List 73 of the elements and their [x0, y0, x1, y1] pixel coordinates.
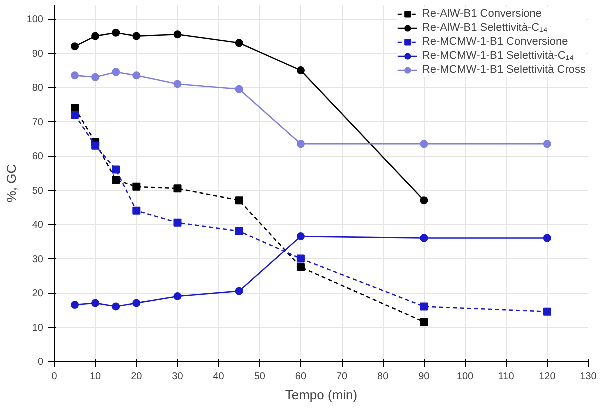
point: [112, 176, 120, 184]
x-tick-label: 100: [456, 372, 474, 382]
point: [296, 263, 305, 272]
x-tick-label: 20: [131, 372, 143, 382]
y-tick-label: 0: [38, 357, 44, 368]
point: [420, 318, 428, 326]
point: [235, 196, 244, 205]
x-tick-label: 90: [418, 372, 430, 382]
point: [543, 234, 552, 242]
point: [420, 234, 428, 242]
point: [92, 32, 100, 40]
point: [112, 28, 120, 37]
point: [174, 218, 182, 227]
x-tick-label: 130: [580, 372, 598, 382]
point: [174, 292, 182, 300]
x-axis-title: Tempo (min): [285, 388, 358, 402]
point: [296, 232, 305, 241]
y-tick-label: 70: [32, 117, 44, 128]
legend-label: Re-AlW-B1 Conversione: [422, 7, 542, 21]
y-tick-label: 20: [32, 288, 44, 300]
point: [296, 66, 305, 75]
point: [174, 80, 182, 88]
x-tick-label: 50: [254, 372, 266, 382]
legend-label: Re-MCMW-1-B1 Selettività-C₁₄: [422, 49, 574, 63]
x-tick-label: 10: [90, 372, 102, 382]
x-tick-label: 80: [378, 372, 390, 382]
y-tick-label: 90: [32, 48, 44, 60]
x-tick-label: 0: [52, 372, 58, 382]
point: [296, 140, 305, 148]
legend-label: Re-MCMW-1-B1 Selettività Cross: [422, 63, 586, 77]
point: [420, 302, 428, 311]
point: [235, 227, 244, 236]
y-tick-label: 100: [26, 14, 44, 26]
x-tick-label: 30: [172, 372, 184, 382]
point: [174, 30, 182, 39]
legend-label: Re-MCMW-1-B1 Conversione: [422, 35, 568, 49]
legend-label: Re-AlW-B1 Selettività-C₁₄: [422, 21, 548, 35]
x-tick-label: 110: [498, 372, 515, 382]
point: [235, 85, 244, 94]
point: [543, 140, 552, 148]
point: [174, 184, 182, 193]
point: [132, 72, 141, 80]
point: [132, 299, 141, 308]
point: [112, 302, 120, 311]
point: [420, 196, 428, 205]
x-tick-label: 60: [295, 372, 307, 382]
point: [132, 182, 141, 191]
point: [235, 39, 244, 48]
point: [235, 287, 244, 296]
x-tick-label: 120: [539, 372, 556, 382]
point: [92, 299, 100, 308]
y-axis-title: %, GC: [4, 164, 19, 203]
point: [71, 301, 80, 310]
y-tick-label: 60: [32, 152, 44, 163]
point: [112, 68, 120, 76]
point: [92, 73, 100, 82]
y-tick-label: 80: [32, 83, 44, 94]
x-tick-label: 70: [336, 372, 348, 382]
point: [112, 166, 120, 174]
point: [420, 140, 428, 148]
x-tick-label: 40: [213, 372, 225, 382]
point: [132, 32, 141, 40]
point: [92, 142, 100, 150]
y-tick-label: 50: [32, 186, 44, 197]
point: [71, 42, 80, 51]
point: [132, 206, 141, 215]
point: [543, 308, 552, 316]
y-tick-label: 30: [32, 254, 44, 266]
point: [296, 254, 305, 263]
point: [71, 72, 80, 80]
point: [71, 111, 80, 120]
y-tick-label: 10: [32, 322, 44, 334]
y-tick-label: 40: [32, 220, 44, 232]
